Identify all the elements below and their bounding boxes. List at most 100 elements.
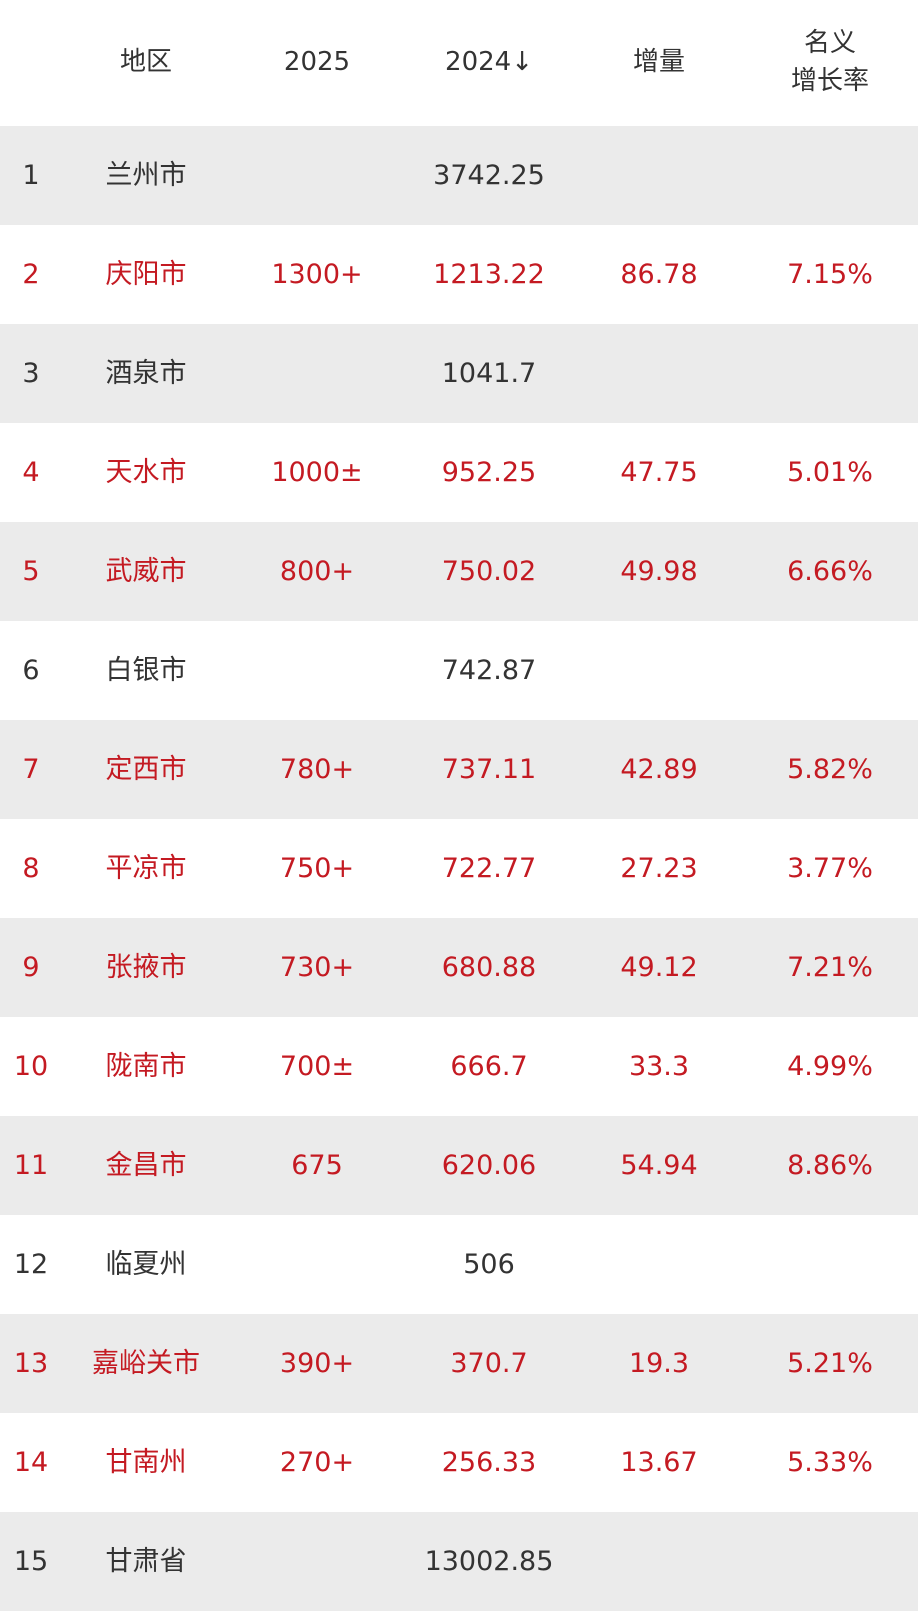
header-region[interactable]: 地区 [119, 47, 173, 78]
increase-cell: 19.3 [628, 1347, 690, 1379]
region-cell: 张掖市 [105, 951, 187, 983]
rate-cell: 5.21% [787, 1347, 873, 1379]
rank-cell: 10 [13, 1050, 49, 1082]
region-cell: 临夏州 [105, 1248, 187, 1280]
increase-cell: 42.89 [620, 753, 698, 785]
value-2025-cell: 700± [279, 1050, 355, 1082]
value-2024-cell: 1213.22 [433, 258, 545, 290]
region-cell: 甘肃省 [105, 1545, 187, 1577]
rank-cell: 2 [22, 258, 40, 290]
rank-cell: 15 [13, 1545, 49, 1577]
rank-cell: 7 [22, 753, 40, 785]
table-header: 地区 2025 2024↓ 增量 名义 增长率 [0, 0, 918, 126]
increase-cell: 49.98 [620, 555, 698, 587]
rate-cell: 6.66% [787, 555, 873, 587]
value-2024-cell: 750.02 [441, 555, 537, 587]
value-2024-cell: 370.7 [450, 1347, 528, 1379]
rank-cell: 4 [22, 456, 40, 488]
rank-cell: 11 [13, 1149, 49, 1181]
value-2024-cell: 620.06 [441, 1149, 537, 1181]
rate-cell: 5.82% [787, 753, 873, 785]
value-2024-cell: 506 [463, 1248, 515, 1280]
value-2024-cell: 680.88 [441, 951, 537, 983]
rank-cell: 13 [13, 1347, 49, 1379]
rank-cell: 8 [22, 852, 40, 884]
increase-cell: 86.78 [620, 258, 698, 290]
table-row: 10 陇南市 700± 666.7 33.3 4.99% [0, 1017, 918, 1116]
rank-cell: 6 [22, 654, 40, 686]
table-row: 12 临夏州 506 [0, 1215, 918, 1314]
header-rate-line1: 名义 [803, 28, 857, 59]
table-row: 2 庆阳市 1300+ 1213.22 86.78 7.15% [0, 225, 918, 324]
region-cell: 甘南州 [105, 1446, 187, 1478]
table-row: 4 天水市 1000± 952.25 47.75 5.01% [0, 423, 918, 522]
value-2025-cell: 780+ [279, 753, 355, 785]
region-cell: 武威市 [105, 555, 187, 587]
table-row: 11 金昌市 675 620.06 54.94 8.86% [0, 1116, 918, 1215]
rank-cell: 5 [22, 555, 40, 587]
rate-cell: 5.33% [787, 1446, 873, 1478]
region-cell: 平凉市 [105, 852, 187, 884]
rank-cell: 1 [22, 159, 40, 191]
increase-cell: 49.12 [620, 951, 698, 983]
value-2025-cell: 730+ [279, 951, 355, 983]
rate-cell: 7.21% [787, 951, 873, 983]
value-2025-cell: 675 [291, 1149, 343, 1181]
value-2025-cell: 270+ [279, 1446, 355, 1478]
value-2025-cell: 390+ [279, 1347, 355, 1379]
increase-cell: 13.67 [620, 1446, 698, 1478]
increase-cell: 33.3 [628, 1050, 690, 1082]
rank-cell: 3 [22, 357, 40, 389]
value-2025-cell: 750+ [279, 852, 355, 884]
header-increase[interactable]: 增量 [632, 47, 686, 78]
rank-cell: 9 [22, 951, 40, 983]
rate-cell: 8.86% [787, 1149, 873, 1181]
rate-cell: 7.15% [787, 258, 873, 290]
table-row: 3 酒泉市 1041.7 [0, 324, 918, 423]
table-row: 5 武威市 800+ 750.02 49.98 6.66% [0, 522, 918, 621]
table-row: 8 平凉市 750+ 722.77 27.23 3.77% [0, 819, 918, 918]
value-2024-cell: 742.87 [441, 654, 537, 686]
table-row: 14 甘南州 270+ 256.33 13.67 5.33% [0, 1413, 918, 1512]
header-rate-line2: 增长率 [790, 66, 870, 96]
region-cell: 庆阳市 [105, 258, 187, 290]
table-body: 1 兰州市 3742.25 2 庆阳市 1300+ 1213.22 86.78 7.15% 3 酒泉… [0, 126, 918, 1611]
region-cell: 酒泉市 [105, 357, 187, 389]
table-row: 1 兰州市 3742.25 [0, 126, 918, 225]
table-row: 6 白银市 742.87 [0, 621, 918, 720]
value-2025-cell: 1000± [271, 456, 363, 488]
region-cell: 白银市 [105, 654, 187, 686]
value-2024-cell: 13002.85 [424, 1545, 554, 1577]
header-growth-rate[interactable]: 名义 增长率 [791, 0, 869, 126]
header-2024-sorted[interactable]: 2024↓ [445, 47, 533, 78]
header-2025[interactable]: 2025 [283, 47, 351, 78]
table-row: 7 定西市 780+ 737.11 42.89 5.82% [0, 720, 918, 819]
value-2024-cell: 952.25 [441, 456, 537, 488]
value-2024-cell: 1041.7 [441, 357, 537, 389]
value-2024-cell: 3742.25 [433, 159, 545, 191]
region-cell: 陇南市 [105, 1050, 187, 1082]
value-2024-cell: 256.33 [441, 1446, 537, 1478]
table-row: 9 张掖市 730+ 680.88 49.12 7.21% [0, 918, 918, 1017]
increase-cell: 47.75 [620, 456, 698, 488]
region-cell: 嘉峪关市 [92, 1347, 200, 1379]
rank-cell: 12 [13, 1248, 49, 1280]
rate-cell: 3.77% [787, 852, 873, 884]
value-2024-cell: 722.77 [441, 852, 537, 884]
increase-cell: 27.23 [620, 852, 698, 884]
value-2024-cell: 737.11 [441, 753, 537, 785]
increase-cell: 54.94 [620, 1149, 698, 1181]
region-cell: 兰州市 [105, 159, 187, 191]
value-2025-cell: 800+ [279, 555, 355, 587]
rate-cell: 5.01% [787, 456, 873, 488]
table-row: 13 嘉峪关市 390+ 370.7 19.3 5.21% [0, 1314, 918, 1413]
rate-cell: 4.99% [787, 1050, 873, 1082]
rank-cell: 14 [13, 1446, 49, 1478]
region-cell: 定西市 [105, 753, 187, 785]
value-2024-cell: 666.7 [450, 1050, 528, 1082]
table-row: 15 甘肃省 13002.85 [0, 1512, 918, 1611]
region-cell: 天水市 [105, 456, 187, 488]
region-cell: 金昌市 [105, 1149, 187, 1181]
value-2025-cell: 1300+ [271, 258, 363, 290]
